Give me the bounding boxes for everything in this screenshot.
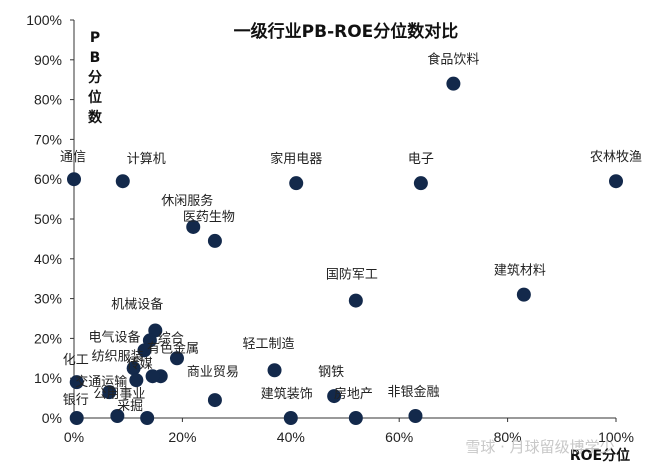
data-point <box>69 411 84 425</box>
data-point <box>140 411 155 425</box>
point-label: 计算机 <box>127 152 166 167</box>
watermark-text: 雪球 · 月球留级博学少 <box>465 438 614 456</box>
y-axis-label-char: 数 <box>88 109 103 126</box>
point-label: 通信 <box>60 150 86 165</box>
point-label: 交通运输 <box>75 374 127 390</box>
data-point <box>327 389 342 404</box>
point-label: 轻工制造 <box>243 337 295 352</box>
y-tick-label: 50% <box>34 211 62 227</box>
point-label: 食品饮料 <box>427 52 479 68</box>
point-label: 电气设备 <box>88 329 140 345</box>
data-point <box>283 411 298 425</box>
data-point <box>609 174 623 189</box>
x-tick-label: 100% <box>598 429 634 445</box>
point-label: 传媒 <box>127 357 153 372</box>
chart-title: 一级行业PB-ROE分位数对比 <box>234 21 459 42</box>
y-axis-label-char: B <box>90 50 101 66</box>
y-tick-label: 60% <box>34 171 62 187</box>
y-axis-label-char: 分 <box>88 70 102 86</box>
point-label: 银行 <box>63 393 89 408</box>
point-label: 非银金融 <box>387 384 439 400</box>
data-point <box>129 373 144 388</box>
point-label: 房地产 <box>334 386 373 402</box>
point-label: 公用事业 <box>93 387 145 402</box>
data-point <box>126 361 141 376</box>
point-label: 有色金属 <box>147 340 199 356</box>
data-point <box>137 343 152 358</box>
data-point <box>413 176 428 191</box>
y-axis-label-char: 位 <box>88 89 102 106</box>
point-label: 建筑材料 <box>494 263 546 279</box>
y-tick-label: 40% <box>34 251 62 267</box>
point-label: 电子 <box>408 152 434 167</box>
y-tick-label: 70% <box>34 131 62 147</box>
data-point <box>207 233 222 248</box>
point-label: 纺织服装 <box>92 349 144 364</box>
x-tick-label: 40% <box>277 429 305 445</box>
data-point <box>169 351 184 366</box>
x-tick-label: 80% <box>494 429 522 445</box>
data-points <box>67 76 623 425</box>
point-label: 国防军工 <box>326 267 378 283</box>
point-label: 农林牧渔 <box>590 150 642 165</box>
y-tick-label: 0% <box>42 410 62 426</box>
point-label: 化工 <box>63 353 89 368</box>
y-tick-label: 90% <box>34 52 62 68</box>
point-label: 综合 <box>158 331 184 346</box>
x-tick-label: 0% <box>64 429 84 445</box>
y-tick-label: 20% <box>34 330 62 346</box>
y-tick-label: 30% <box>34 291 62 307</box>
x-axis-label: ROE分位 <box>570 447 630 464</box>
data-point <box>115 174 130 189</box>
x-ticks: 0% 20% 40% 60% 80% 100% <box>64 418 634 445</box>
point-label: 医药生物 <box>183 210 235 225</box>
data-point <box>408 409 423 424</box>
point-label: 商业贸易 <box>187 365 239 380</box>
y-tick-label: 100% <box>26 12 62 28</box>
y-tick-label: 80% <box>34 92 62 108</box>
point-label: 钢铁 <box>318 365 344 380</box>
data-point <box>289 176 304 191</box>
data-point <box>102 385 117 400</box>
data-point <box>69 375 84 390</box>
data-point <box>67 172 81 187</box>
point-label: 采掘 <box>117 399 143 414</box>
x-tick-label: 20% <box>168 429 196 445</box>
data-point <box>145 369 160 384</box>
data-point <box>348 293 363 308</box>
data-point <box>207 393 222 408</box>
point-label: 建筑装饰 <box>261 386 313 402</box>
data-point <box>267 363 282 378</box>
y-ticks: 0% 10% 20% 30% 40% 50% 60% 70% 80% 90% 100% <box>26 12 74 426</box>
y-axis-label-char: P <box>90 30 100 46</box>
data-point <box>110 409 125 424</box>
point-label: 机械设备 <box>111 296 163 312</box>
data-point <box>516 287 531 302</box>
point-label: 家用电器 <box>270 151 322 167</box>
data-point <box>348 411 363 425</box>
data-point <box>186 219 201 234</box>
data-point <box>446 76 461 91</box>
x-tick-label: 60% <box>385 429 413 445</box>
y-tick-label: 10% <box>34 370 62 386</box>
point-label: 休闲服务 <box>161 193 213 209</box>
